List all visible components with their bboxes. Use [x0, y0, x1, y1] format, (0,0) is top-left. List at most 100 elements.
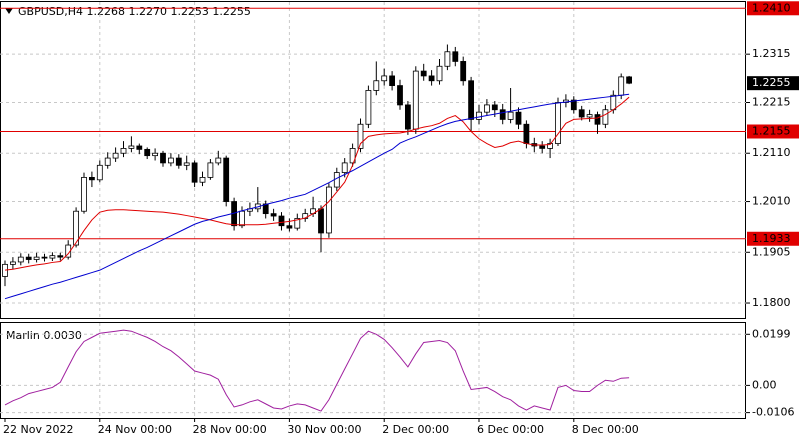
- candle-body: [2, 263, 8, 277]
- x-tick-label: 8 Dec 00:00: [572, 423, 639, 436]
- candle-body: [349, 148, 356, 164]
- candle-body: [483, 104, 490, 113]
- x-tick-label: 24 Nov 00:00: [98, 423, 172, 436]
- candle-body: [626, 76, 632, 84]
- oscillator-panel-frame: [0, 322, 746, 419]
- candle-body: [207, 162, 214, 178]
- candle-body: [199, 176, 206, 183]
- candle-body: [610, 94, 617, 111]
- candle-body: [120, 148, 127, 154]
- oscillator-title: Marlin 0.0030: [6, 329, 82, 342]
- candle-body: [41, 256, 48, 259]
- candle-body: [618, 76, 625, 96]
- oscillator-line: [4, 329, 630, 412]
- candle-body: [167, 157, 174, 164]
- x-tick-label: 2 Dec 00:00: [382, 423, 449, 436]
- candle-body: [404, 104, 411, 130]
- candle-body: [49, 255, 56, 259]
- x-tick-label: 30 Nov 00:00: [287, 423, 361, 436]
- level-label: 1.2155: [752, 124, 791, 137]
- candle-body: [341, 162, 348, 173]
- y-tick-label: 1.2215: [752, 96, 791, 109]
- candle-body: [499, 109, 506, 120]
- candle-body: [9, 261, 16, 265]
- candle-body: [57, 255, 64, 258]
- candle-body: [318, 208, 324, 234]
- candle-body: [523, 123, 530, 144]
- candle-body: [381, 75, 388, 82]
- candle-body: [428, 75, 435, 82]
- candle-body: [104, 157, 111, 166]
- candle-body: [96, 164, 103, 181]
- candle-body: [128, 145, 135, 149]
- candle-body: [357, 123, 364, 149]
- candle-body: [33, 256, 40, 260]
- candle-body: [476, 111, 482, 120]
- level-label: 1.2410: [752, 1, 791, 14]
- candle-body: [539, 145, 546, 149]
- y-tick-label: 1.2110: [752, 146, 791, 159]
- x-tick-label: 6 Dec 00:00: [477, 423, 544, 436]
- candle-body: [420, 70, 427, 77]
- candle-body: [555, 102, 561, 144]
- candle-body: [547, 143, 553, 149]
- candle-body: [444, 51, 451, 67]
- candle-body: [397, 85, 403, 106]
- y-tick-label: 0.0199: [752, 327, 791, 340]
- chart-title: GBPUSD,H4 1.2268 1.2270 1.2253 1.2255: [18, 5, 251, 18]
- candle-body: [452, 51, 459, 62]
- candle-body: [89, 176, 95, 181]
- candle-body: [365, 90, 372, 125]
- level-label: 1.1933: [752, 232, 791, 245]
- candle-body: [294, 218, 301, 229]
- candle-body: [270, 213, 277, 217]
- candle-body: [491, 104, 498, 111]
- indicator-line: [4, 96, 630, 271]
- candle-body: [17, 256, 24, 263]
- candle-body: [436, 65, 443, 82]
- candle-body: [286, 225, 293, 229]
- y-tick-label: -0.0106: [752, 406, 794, 419]
- y-tick-label: 1.2315: [752, 47, 791, 60]
- candle-body: [144, 148, 151, 157]
- price-label-box: [747, 76, 799, 91]
- x-tick-label: 22 Nov 2022: [3, 423, 73, 436]
- candle-body: [325, 186, 332, 234]
- main-panel-frame: [0, 1, 746, 319]
- candle-body: [373, 80, 380, 91]
- candle-body: [81, 176, 87, 212]
- candle-body: [278, 215, 285, 227]
- x-tick-label: 28 Nov 00:00: [193, 423, 267, 436]
- y-tick-label: 0.00: [752, 378, 777, 391]
- candle-body: [160, 152, 166, 164]
- candle-body: [73, 210, 79, 246]
- candle-body: [191, 162, 198, 183]
- indicator-line: [4, 93, 630, 300]
- level-label-box: [747, 124, 799, 139]
- y-tick-label: 1.2010: [752, 195, 791, 208]
- candle-body: [412, 70, 419, 130]
- candle-body: [594, 114, 601, 125]
- candle-body: [183, 162, 190, 166]
- candle-body: [215, 157, 222, 164]
- candle-body: [239, 210, 245, 227]
- symbol-icon: [5, 8, 13, 14]
- candle-body: [136, 145, 143, 150]
- candle-body: [152, 152, 159, 157]
- level-label-box: [747, 1, 799, 16]
- y-tick-label: 1.1905: [752, 245, 791, 258]
- y-tick-label: 1.1800: [752, 296, 791, 309]
- candle-body: [586, 114, 593, 118]
- candle-body: [389, 75, 396, 86]
- candle-body: [223, 157, 230, 202]
- candle-body: [468, 80, 475, 120]
- candle-body: [112, 152, 119, 159]
- level-label-box: [747, 231, 799, 246]
- candle-body: [175, 157, 182, 166]
- candle-body: [570, 99, 577, 111]
- candle-body: [460, 61, 467, 82]
- candle-body: [602, 109, 609, 125]
- candle-body: [507, 111, 514, 120]
